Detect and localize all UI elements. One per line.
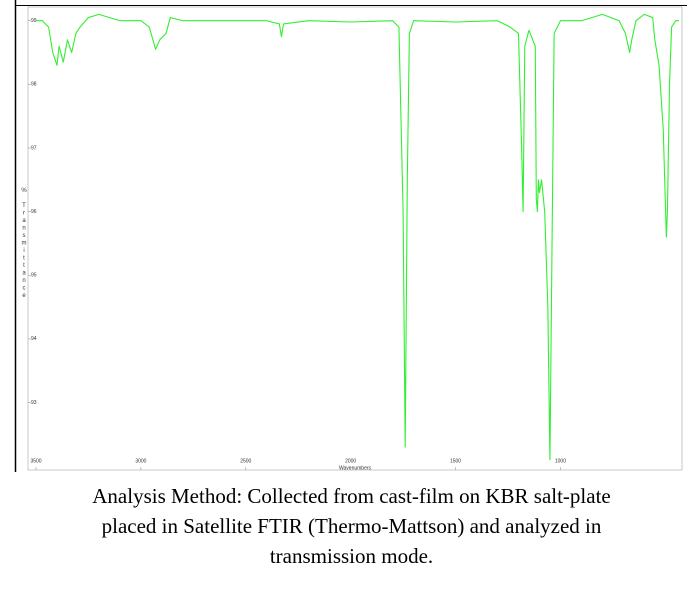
plot-frame	[27, 6, 683, 471]
x-tick-label: 3000	[135, 458, 146, 464]
y-axis-label: % Transmittance	[21, 188, 27, 301]
x-tick-label: 2000	[345, 458, 356, 464]
chart: Wavenumbers % Transmittance 93 94 95 96 97 98…	[14, 0, 687, 472]
caption-line: placed in Satellite FTIR (Thermo-Mattson…	[101, 514, 602, 538]
y-tick-label: 99	[31, 18, 37, 24]
y-tick-label: 93	[31, 400, 37, 406]
y-tick-label: 94	[31, 336, 37, 342]
x-tick-label: 3500	[30, 458, 41, 464]
y-tick-label: 95	[31, 273, 37, 279]
caption-line: transmission mode.	[269, 544, 434, 568]
x-tick-label: 1000	[555, 458, 566, 464]
x-tick-label: 2500	[240, 458, 251, 464]
y-tick-label: 98	[31, 82, 37, 88]
caption-line: Analysis Method: Collected from cast-fil…	[92, 484, 611, 508]
y-tick-label: 96	[31, 209, 37, 215]
x-axis-label: Wavenumbers	[339, 465, 372, 471]
y-tick-label: 97	[31, 145, 37, 151]
spectrum-line	[36, 13, 679, 461]
x-tick-label: 1500	[450, 458, 461, 464]
